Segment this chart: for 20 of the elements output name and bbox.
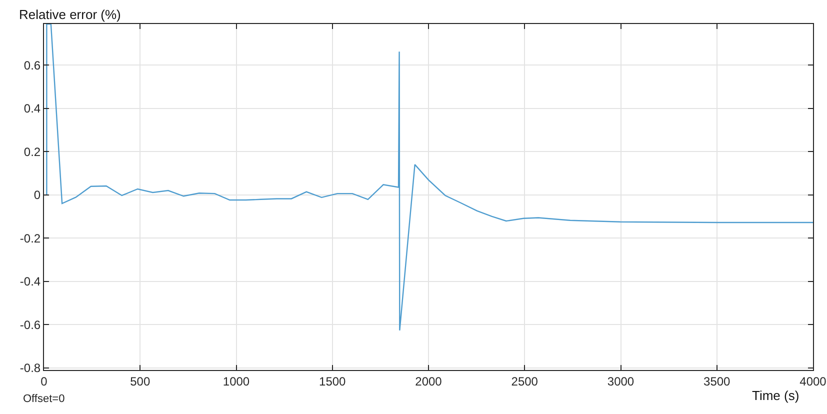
y-tick-label: -0.4: [20, 274, 41, 289]
x-tick-label: 500: [130, 374, 150, 388]
x-tick-label: 1500: [319, 374, 346, 388]
x-tick-label: 2500: [511, 374, 538, 388]
y-tick-label: -0.8: [20, 361, 41, 376]
y-axis-title: Relative error (%): [19, 7, 121, 22]
x-axis-title: Time (s): [752, 388, 800, 403]
y-tick-label: -0.2: [20, 231, 41, 246]
y-tick-label: 0: [34, 188, 41, 202]
x-tick-label: 1000: [222, 374, 250, 388]
x-tick-label: 2000: [415, 374, 442, 388]
x-tick-label: 3500: [704, 374, 731, 388]
y-tick-label: 0.4: [24, 102, 41, 116]
y-tick-label: 0.2: [24, 144, 41, 159]
y-tick-label: 0.6: [24, 58, 41, 72]
text: Offset=0: [23, 393, 65, 405]
x-tick-label: 4000: [800, 374, 827, 388]
line-series: [46, 24, 813, 332]
y-tick-label: -0.6: [20, 318, 41, 332]
x-tick-label: 3000: [607, 374, 634, 388]
